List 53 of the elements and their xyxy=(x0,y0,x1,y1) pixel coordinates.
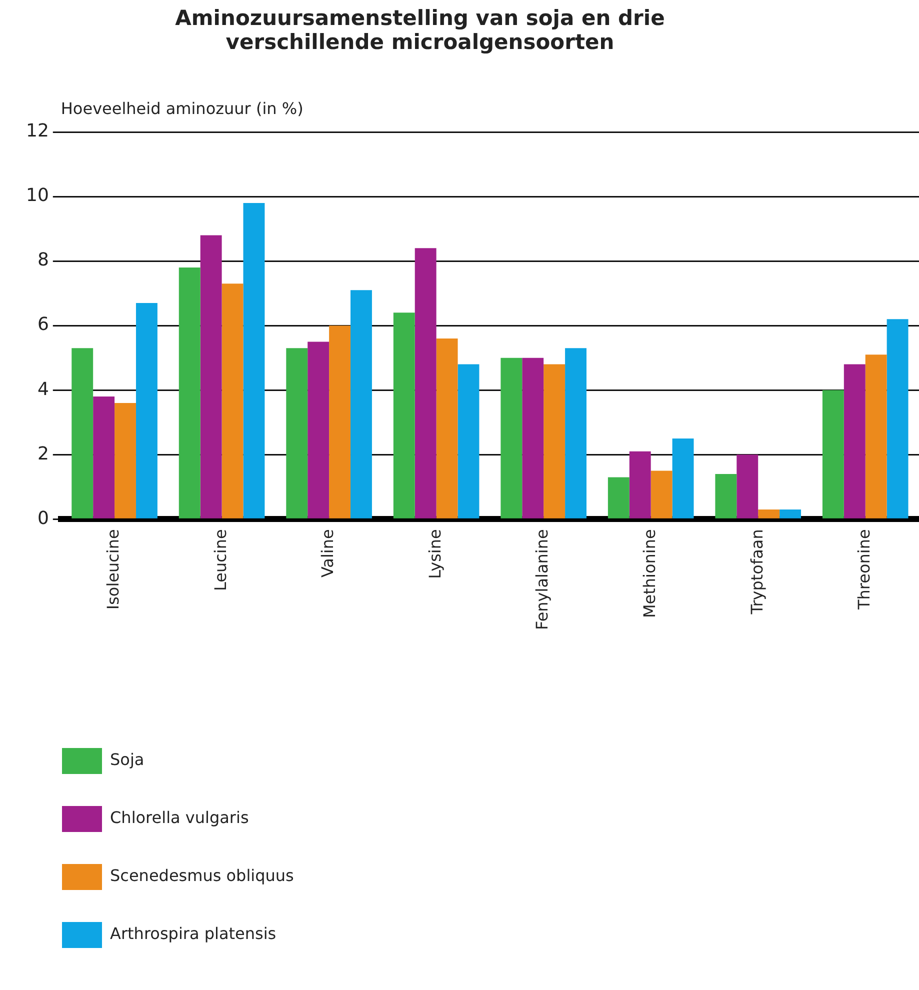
y-tick-label: 0 xyxy=(37,508,49,529)
bar xyxy=(780,509,802,518)
bar xyxy=(222,284,244,518)
bar xyxy=(886,319,908,518)
bar xyxy=(672,438,694,518)
x-tick-label: Leucine xyxy=(210,529,230,591)
x-tick-label: Lysine xyxy=(425,529,444,579)
x-tick-label: Tryptofaan xyxy=(747,529,766,616)
bar xyxy=(522,358,544,518)
x-tick-label: Methionine xyxy=(640,529,659,618)
y-tick-label: 6 xyxy=(37,314,49,336)
legend-label: Soja xyxy=(110,750,144,770)
y-axis-title: Hoeveelheid aminozuur (in %) xyxy=(60,99,304,118)
bar xyxy=(329,326,351,518)
bar xyxy=(114,403,136,518)
y-tick-label: 8 xyxy=(37,250,49,271)
legend-label: Scenedesmus obliquus xyxy=(110,866,294,886)
bar xyxy=(414,248,436,518)
bar xyxy=(136,302,158,518)
bar xyxy=(736,454,758,518)
bar xyxy=(286,348,308,518)
bar xyxy=(436,338,458,518)
bar xyxy=(822,390,844,518)
bar xyxy=(865,354,887,518)
bar xyxy=(544,364,566,518)
bar xyxy=(243,202,265,518)
x-tick-label: Fenylalanine xyxy=(532,529,552,630)
bar xyxy=(758,509,780,518)
bar xyxy=(650,470,672,518)
bar xyxy=(458,364,480,518)
legend-label: Chlorella vulgaris xyxy=(110,808,249,828)
bar xyxy=(393,312,415,518)
bar xyxy=(308,342,330,518)
bar xyxy=(178,268,200,518)
chart-title: Aminozuursamenstelling van soja en drie verschillende microalgensoorten xyxy=(174,6,666,54)
x-tick-label: Threonine xyxy=(854,529,874,610)
bar xyxy=(565,348,586,518)
x-tick-label: Valine xyxy=(318,529,338,578)
bar xyxy=(200,235,222,518)
bar xyxy=(608,477,630,518)
legend-label: Arthrospira platensis xyxy=(110,924,276,944)
bar xyxy=(72,348,94,518)
y-tick-label: 10 xyxy=(26,185,49,206)
y-tick-label: 2 xyxy=(37,443,49,464)
bar xyxy=(715,474,737,518)
bar xyxy=(844,364,866,518)
bar xyxy=(629,451,651,518)
bar xyxy=(350,290,372,518)
y-tick-label: 4 xyxy=(37,378,49,400)
bar xyxy=(93,396,115,518)
y-tick-label: 12 xyxy=(26,120,49,142)
x-tick-label: Isoleucine xyxy=(104,529,123,610)
bar xyxy=(500,358,522,518)
